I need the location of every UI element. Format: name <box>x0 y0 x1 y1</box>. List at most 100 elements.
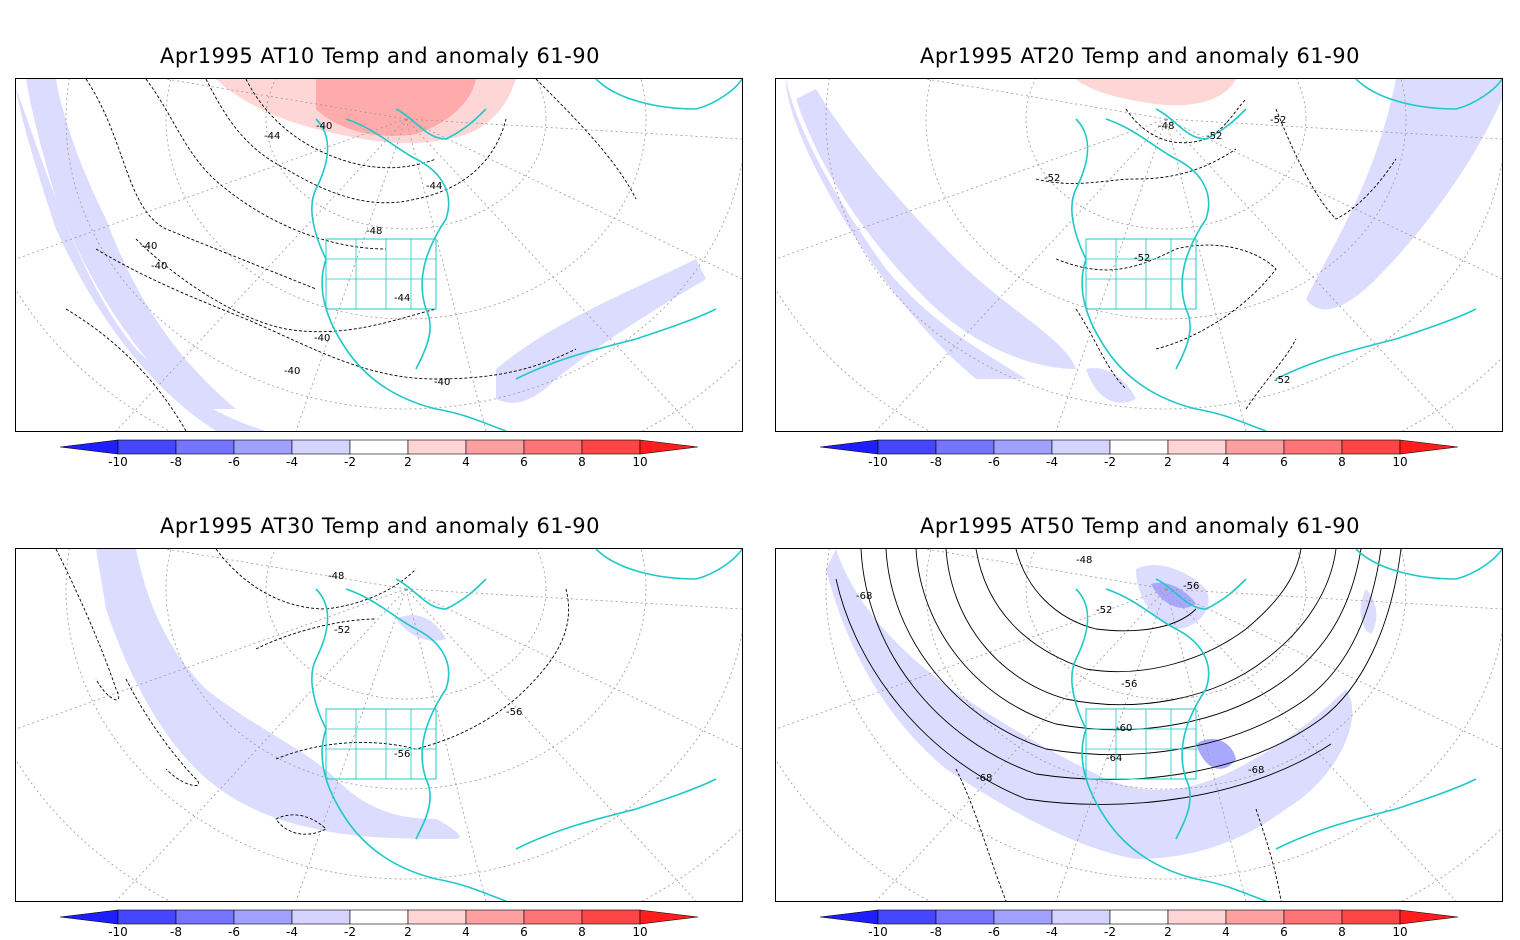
contour-label: -52 <box>1274 375 1290 386</box>
colorbar-tick-label: -2 <box>344 455 356 469</box>
colorbar-tick-label: 2 <box>1164 925 1172 939</box>
colorbar-segment <box>407 439 467 455</box>
colorbar-segment <box>935 439 995 455</box>
colorbar-tick-label: -6 <box>228 455 240 469</box>
contour-labels: -48 -52 -52 -52 -52 -52 <box>1044 115 1290 386</box>
colorbar-tick-label: 2 <box>1164 455 1172 469</box>
colorbar-segment <box>523 439 583 455</box>
colorbar-segment <box>1341 439 1401 455</box>
contour-label: -56 <box>506 707 522 718</box>
temperature-contours <box>65 79 637 431</box>
colorbar-tick-label: 8 <box>578 925 586 939</box>
contour-label: -40 <box>316 121 332 132</box>
colorbar-segment <box>291 439 351 455</box>
map-plot: -48 -52 -56 -56 <box>15 548 743 902</box>
colorbar-tick-label: -4 <box>1046 925 1058 939</box>
coastline <box>1071 549 1502 901</box>
colorbar-tick-label: 8 <box>1338 925 1346 939</box>
colorbar-segment <box>1283 439 1343 455</box>
contour-label: -48 <box>328 571 344 582</box>
colorbar-segment <box>233 909 293 925</box>
colorbar-tick-label: 10 <box>632 925 647 939</box>
cold-anomaly-area <box>396 615 446 641</box>
colorbar-segment <box>349 439 409 455</box>
colorbar-1: -10 -8 -6 -4 -2 2 4 6 8 10 <box>59 439 699 469</box>
warm-anomaly-area <box>1076 79 1236 106</box>
colorbar-arrow-left <box>819 439 879 455</box>
temperature-contours <box>55 549 570 835</box>
map-plot: -40 -44 -44 -48 -40 -40 -40 -44 -40 -40 <box>15 78 743 432</box>
cold-anomaly-core <box>1196 739 1236 769</box>
graticule <box>16 549 742 901</box>
contour-label: -48 <box>366 226 382 237</box>
contour-label: -68 <box>1248 765 1264 776</box>
colorbar-tick-label: -6 <box>988 455 1000 469</box>
map-svg-4: -48 -56 -52 -68 -56 -60 -64 -68 -68 <box>776 549 1502 901</box>
contour-label: -68 <box>976 773 992 784</box>
colorbar-segment <box>581 439 641 455</box>
colorbar-tick-label: 6 <box>1280 455 1288 469</box>
contour-label: -56 <box>1121 679 1137 690</box>
contour-label: -40 <box>284 366 300 377</box>
contour-label: -40 <box>141 241 157 252</box>
colorbar-tick-label: -8 <box>170 925 182 939</box>
contour-label: -44 <box>394 293 410 304</box>
colorbar-tick-label: -10 <box>108 455 128 469</box>
colorbar-tick-label: 6 <box>1280 925 1288 939</box>
colorbar-arrow-left <box>59 909 119 925</box>
colorbar-segment <box>1051 909 1111 925</box>
colorbar-segment <box>1341 909 1401 925</box>
colorbar-arrow-left <box>819 909 879 925</box>
colorbar-tick-label: 8 <box>578 455 586 469</box>
colorbar-segment <box>581 909 641 925</box>
contour-label: -40 <box>314 333 330 344</box>
colorbar-segment <box>1167 909 1227 925</box>
panel-title: Apr1995 AT10 Temp and anomaly 61-90 <box>159 44 601 68</box>
cold-anomaly-area <box>1086 368 1136 403</box>
colorbar-tick-label: 4 <box>462 925 470 939</box>
panel-title: Apr1995 AT50 Temp and anomaly 61-90 <box>919 514 1361 538</box>
colorbar-segment <box>877 909 937 925</box>
colorbar-segment <box>523 909 583 925</box>
contour-label: -56 <box>394 749 410 760</box>
colorbar-tick-label: 2 <box>404 455 412 469</box>
cold-anomaly-area <box>826 549 1353 859</box>
colorbar-segment <box>1225 439 1285 455</box>
colorbar-tick-label: -4 <box>1046 455 1058 469</box>
contour-label: -52 <box>1206 131 1222 142</box>
colorbar-2: -10 -8 -6 -4 -2 2 4 6 8 10 <box>819 439 1459 469</box>
contour-labels: -40 -44 -44 -48 -40 -40 -40 -44 -40 -40 <box>141 121 450 388</box>
contour-label: -40 <box>434 377 450 388</box>
colorbar-arrow-right <box>1399 909 1459 925</box>
colorbar-tick-label: 2 <box>404 925 412 939</box>
colorbar-tick-label: -10 <box>868 925 888 939</box>
colorbar-segment <box>877 439 937 455</box>
contour-label: -48 <box>1158 121 1174 132</box>
contour-label: -52 <box>1096 605 1112 616</box>
colorbar-tick-label: 8 <box>1338 455 1346 469</box>
contour-labels: -48 -56 -52 -68 -56 -60 -64 -68 -68 <box>856 555 1264 784</box>
contour-label: -44 <box>426 181 442 192</box>
colorbar-segment <box>1167 439 1227 455</box>
colorbar-tick-label: -2 <box>1104 455 1116 469</box>
contour-label: -44 <box>264 131 280 142</box>
colorbar-segment <box>993 439 1053 455</box>
contour-label: -52 <box>1134 253 1150 264</box>
colorbar-segment <box>175 439 235 455</box>
temperature-contours <box>835 549 1402 901</box>
graticule <box>776 549 1502 901</box>
contour-label: -64 <box>1106 753 1122 764</box>
colorbar-tick-label: -2 <box>344 925 356 939</box>
colorbar-segment <box>1225 909 1285 925</box>
colorbar-segment <box>349 909 409 925</box>
cold-anomaly-area <box>796 89 1076 369</box>
contour-label: -56 <box>1183 581 1199 592</box>
contour-label: -48 <box>1076 555 1092 566</box>
colorbar-tick-label: 4 <box>1222 925 1230 939</box>
cold-anomaly-area <box>26 79 236 409</box>
contour-label: -68 <box>856 591 872 602</box>
colorbar-segment <box>233 439 293 455</box>
coastline <box>311 549 742 901</box>
colorbar-segment <box>291 909 351 925</box>
colorbar-segment <box>407 909 467 925</box>
